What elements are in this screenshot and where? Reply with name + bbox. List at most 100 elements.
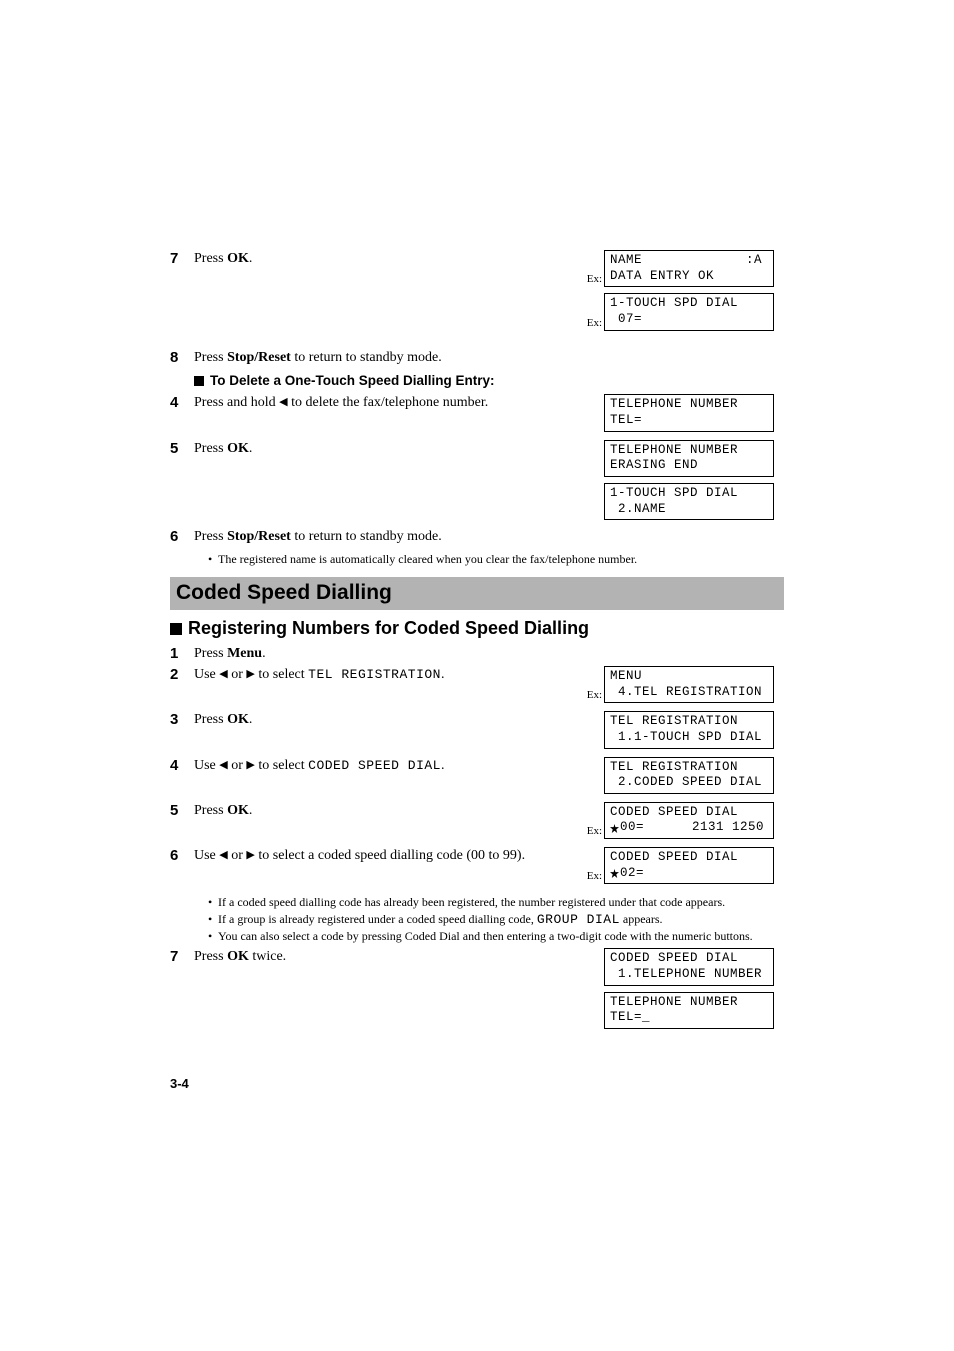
bold-text: OK <box>227 949 249 964</box>
bold-text: Stop/Reset <box>227 350 291 365</box>
bold-text: Menu <box>227 646 262 661</box>
text: Press <box>194 529 227 544</box>
lcd-line: ERASING END <box>610 458 698 472</box>
lcd-line: 2.CODED SPEED DIAL <box>610 775 762 789</box>
step-row: 5 Press OK. TELEPHONE NUMBER ERASING END… <box>170 440 784 527</box>
step-text: Press OK twice. <box>194 948 584 967</box>
note-text: The registered name is automatically cle… <box>218 551 637 567</box>
lcd-line: DATA ENTRY OK <box>610 269 714 283</box>
step-text: Press OK. <box>194 711 584 730</box>
step-number: 7 <box>170 948 194 965</box>
ex-label: Ex: <box>584 317 602 329</box>
bullet-icon: • <box>208 894 218 910</box>
lcd-display: TELEPHONE NUMBER ERASING END <box>604 440 774 477</box>
lcd-display: TEL REGISTRATION 2.CODED SPEED DIAL <box>604 757 774 794</box>
square-bullet-icon <box>194 376 204 386</box>
lcd-line: MENU <box>610 669 642 683</box>
lcd-display: NAME :A DATA ENTRY OK <box>604 250 774 287</box>
step-row: 3 Press OK. TEL REGISTRATION 1.1-TOUCH S… <box>170 711 784 754</box>
bullet-icon: • <box>208 911 218 929</box>
lcd-line: TELEPHONE NUMBER <box>610 995 738 1009</box>
text: twice. <box>249 949 286 964</box>
left-arrow-icon: ◀ <box>219 758 227 773</box>
section-heading-text: Registering Numbers for Coded Speed Dial… <box>188 618 589 639</box>
step-row: 6 Use ◀ or ▶ to select a coded speed dia… <box>170 847 784 890</box>
note-list: •The registered name is automatically cl… <box>208 551 784 567</box>
lcd-display: 1-TOUCH SPD DIAL 07= <box>604 293 774 330</box>
lcd-display: CODED SPEED DIAL 1.TELEPHONE NUMBER <box>604 948 774 985</box>
lcd-line: 4.TEL REGISTRATION <box>610 685 762 699</box>
sub-heading-text: To Delete a One-Touch Speed Dialling Ent… <box>210 373 495 388</box>
right-arrow-icon: ▶ <box>246 758 254 773</box>
bold-text: OK <box>227 712 249 727</box>
note-text: If a group is already registered under a… <box>218 911 663 929</box>
step-text: Press and hold ◀ to delete the fax/telep… <box>194 394 584 413</box>
step-text: Press Stop/Reset to return to standby mo… <box>194 349 784 368</box>
step-text: Use ◀ or ▶ to select CODED SPEED DIAL. <box>194 757 584 776</box>
text: Press <box>194 350 227 365</box>
step-number: 8 <box>170 349 194 366</box>
bold-text: OK <box>227 251 249 266</box>
lcd-line: 02= <box>620 866 644 882</box>
note-list: •If a coded speed dialling code has alre… <box>208 894 784 944</box>
text: appears. <box>620 912 663 926</box>
text: Press <box>194 803 227 818</box>
right-arrow-icon: ▶ <box>246 667 254 682</box>
lcd-column: TELEPHONE NUMBER ERASING END 1-TOUCH SPD… <box>584 440 784 527</box>
step-number: 5 <box>170 802 194 819</box>
lcd-column: Ex: CODED SPEED DIAL 02= <box>584 847 784 890</box>
mono-text: CODED SPEED DIAL <box>308 758 441 773</box>
lcd-display: TEL REGISTRATION 1.1-TOUCH SPD DIAL <box>604 711 774 748</box>
step-text: Press Menu. <box>194 645 784 664</box>
step-text: Press Stop/Reset to return to standby mo… <box>194 528 784 547</box>
star-icon <box>610 869 619 878</box>
step-row: 1 Press Menu. <box>170 645 784 664</box>
text: to select <box>255 758 308 773</box>
mono-text: TEL REGISTRATION <box>308 667 441 682</box>
document-page: 7 Press OK. Ex: NAME :A DATA ENTRY OK Ex… <box>0 0 954 1351</box>
text: . <box>249 803 253 818</box>
lcd-column: Ex: CODED SPEED DIAL 00= 2131 1250 <box>584 802 784 845</box>
lcd-line: 2.NAME <box>610 502 666 516</box>
bold-text: OK <box>227 441 249 456</box>
text: Press <box>194 441 227 456</box>
text: and then entering a two-digit code with … <box>460 929 753 943</box>
bold-text: Stop/Reset <box>227 529 291 544</box>
text: to select <box>255 667 308 682</box>
lcd-line: CODED SPEED DIAL <box>610 805 738 819</box>
square-bullet-icon <box>170 623 182 635</box>
lcd-line: CODED SPEED DIAL <box>610 850 738 864</box>
text: Press <box>194 949 227 964</box>
step-number: 7 <box>170 250 194 267</box>
ex-label: Ex: <box>584 870 602 882</box>
step-text: Press OK. <box>194 802 584 821</box>
text: to return to standby mode. <box>291 350 442 365</box>
lcd-line: TEL= <box>610 413 642 427</box>
lcd-line: TEL REGISTRATION <box>610 714 738 728</box>
right-arrow-icon: ▶ <box>246 848 254 863</box>
step-text: Use ◀ or ▶ to select TEL REGISTRATION. <box>194 666 584 685</box>
lcd-display: CODED SPEED DIAL 00= 2131 1250 <box>604 802 774 839</box>
lcd-line: 07= <box>610 312 642 326</box>
step-number: 3 <box>170 711 194 728</box>
bullet-icon: • <box>208 551 218 567</box>
ex-label: Ex: <box>584 273 602 285</box>
step-number: 6 <box>170 528 194 545</box>
lcd-line: 00= 2131 1250 <box>620 820 764 836</box>
step-number: 4 <box>170 757 194 774</box>
lcd-line: TEL REGISTRATION <box>610 760 738 774</box>
text: to select a coded speed dialling code (0… <box>255 848 525 863</box>
lcd-display: TELEPHONE NUMBER TEL=_ <box>604 992 774 1029</box>
bold-text: Coded Dial <box>405 929 460 943</box>
lcd-column: TELEPHONE NUMBER TEL= <box>584 394 784 437</box>
note-text: You can also select a code by pressing C… <box>218 928 753 944</box>
sub-heading: To Delete a One-Touch Speed Dialling Ent… <box>194 373 784 388</box>
step-text: Use ◀ or ▶ to select a coded speed diall… <box>194 847 584 866</box>
lcd-line: 1.1-TOUCH SPD DIAL <box>610 730 762 744</box>
step-row: 8 Press Stop/Reset to return to standby … <box>170 349 784 368</box>
lcd-display: CODED SPEED DIAL 02= <box>604 847 774 884</box>
left-arrow-icon: ◀ <box>219 667 227 682</box>
lcd-display: 1-TOUCH SPD DIAL 2.NAME <box>604 483 774 520</box>
text: . <box>249 712 253 727</box>
step-number: 2 <box>170 666 194 683</box>
